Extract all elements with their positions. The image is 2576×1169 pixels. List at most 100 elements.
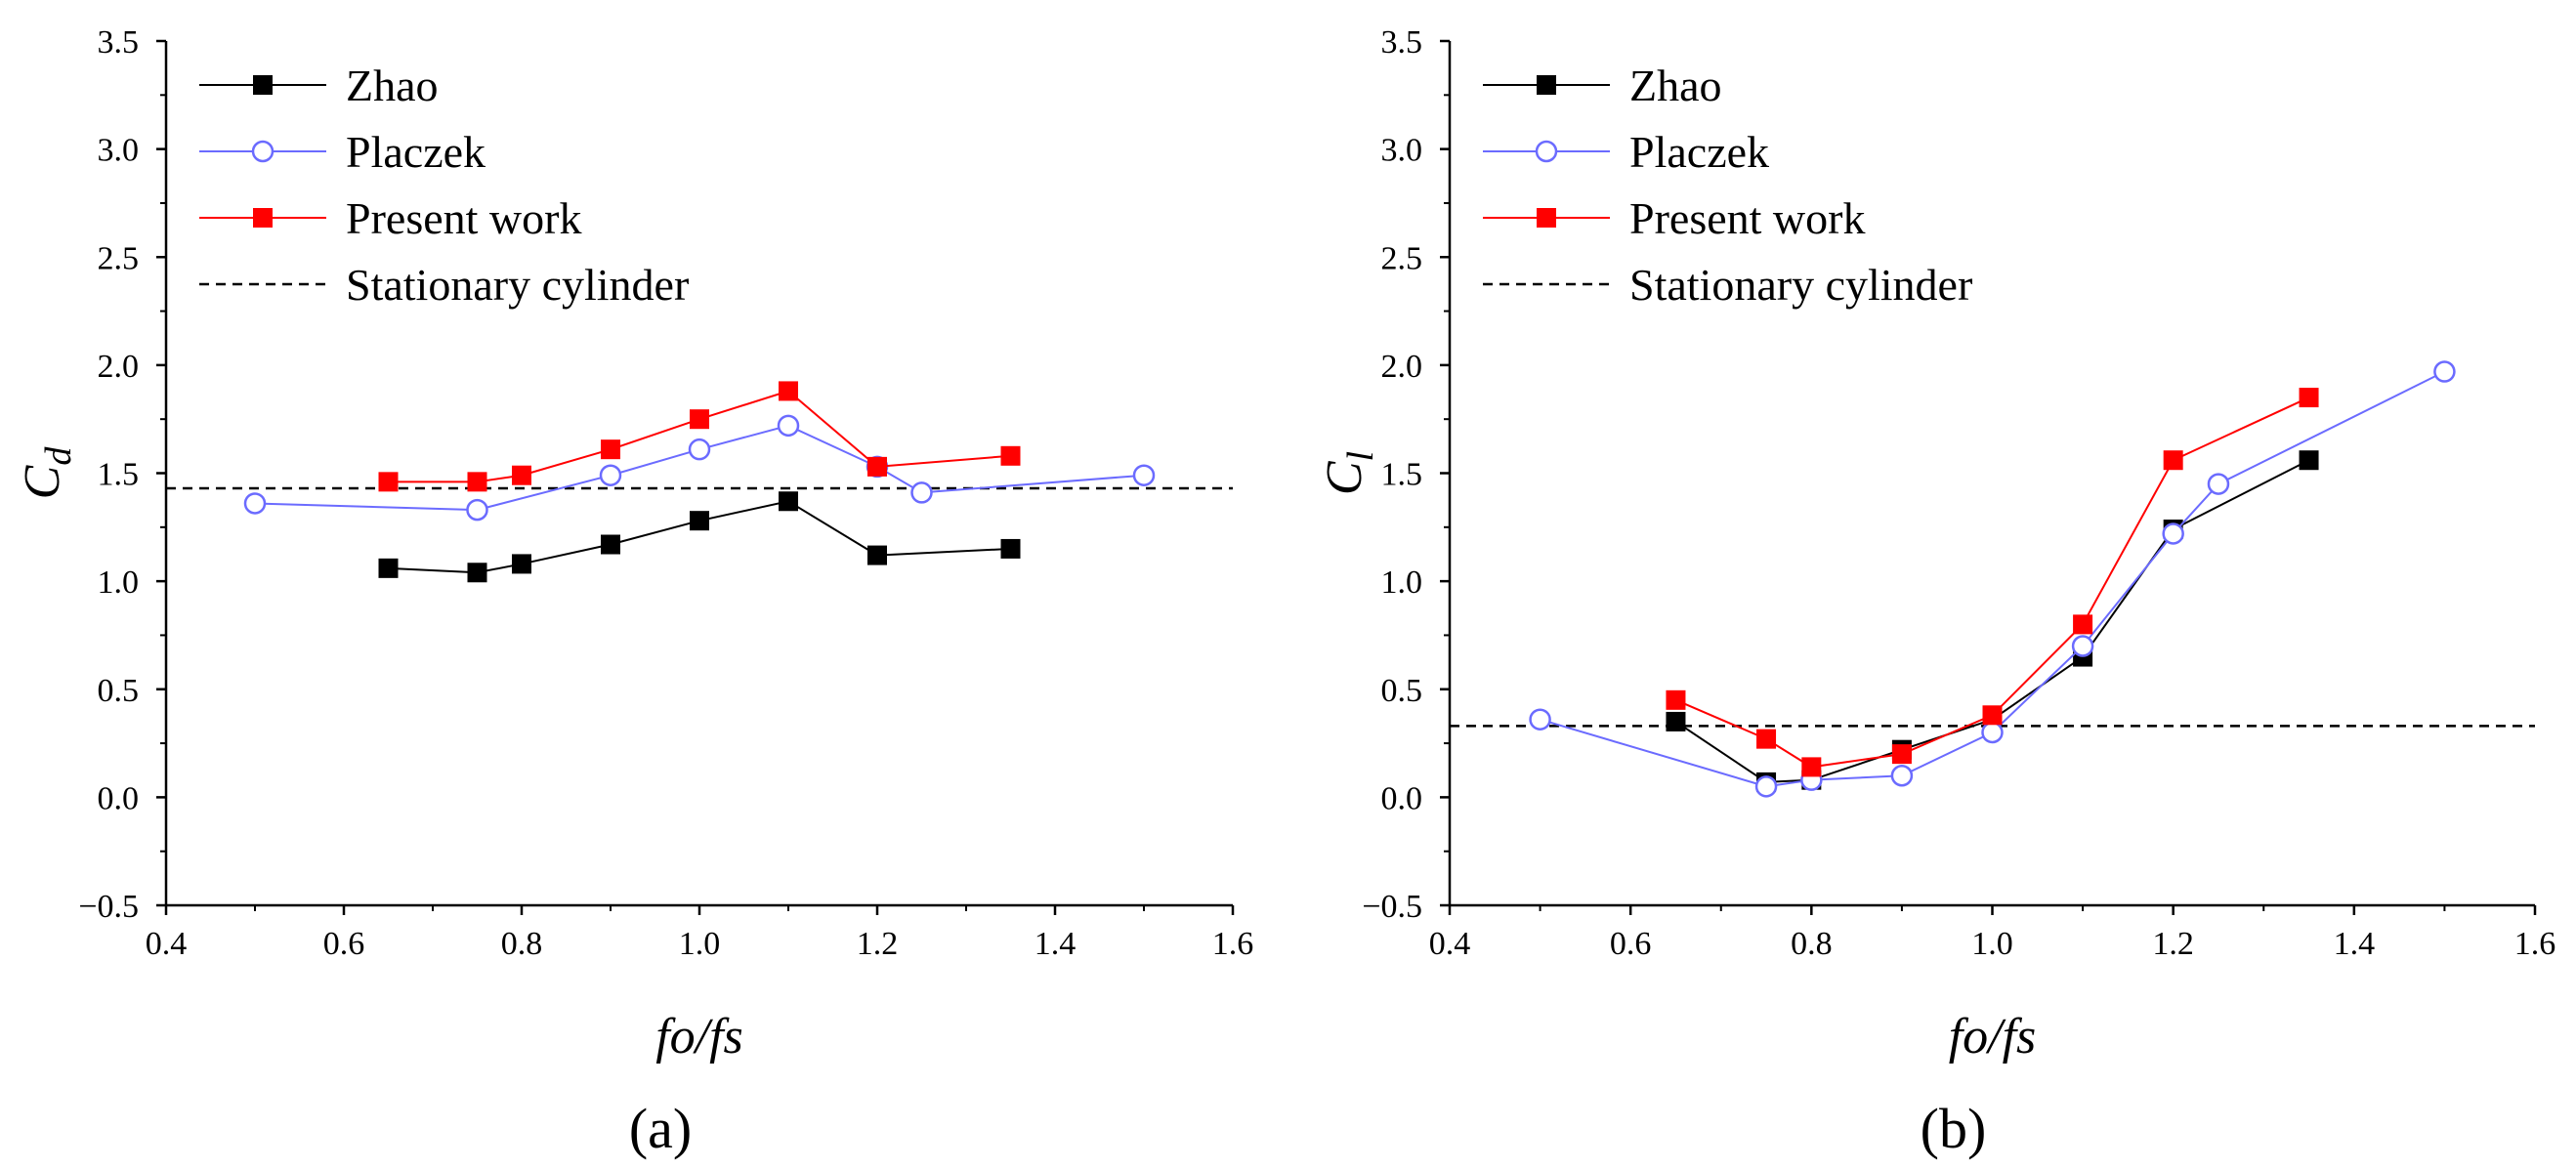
panel-label: (b) — [1921, 1097, 1987, 1160]
legend-label: Stationary cylinder — [346, 260, 689, 310]
y-tick-label: 0.0 — [98, 780, 140, 816]
y-tick-label: 2.5 — [1381, 240, 1423, 276]
x-tick-label: 1.2 — [857, 926, 899, 962]
y-tick-label: 2.0 — [1381, 349, 1423, 385]
y-tick-label: 1.0 — [1381, 564, 1423, 601]
data-point-present-work — [1891, 744, 1912, 765]
data-point-zhao — [1666, 711, 1686, 731]
panel-a: 0.4 0.6 0.8 1.0 1.2 1.4 1.6 −0.5 0.0 0.5 1.0 1.5 2.0… — [15, 24, 1253, 1160]
y-axis-title: Cd — [15, 446, 79, 500]
data-point-placzek — [243, 492, 267, 515]
data-point-placzek — [1981, 721, 2004, 744]
y-tick-label: −0.5 — [78, 889, 139, 925]
x-tick-label: 1.0 — [1971, 926, 2013, 962]
y-axis-title-subscript: l — [1340, 451, 1381, 462]
legend-marker — [1535, 140, 1558, 163]
data-point-placzek — [1890, 765, 1914, 787]
y-tick-label: 2.0 — [98, 349, 140, 385]
y-tick-label: 1.0 — [98, 564, 140, 601]
data-point-present-work — [1801, 757, 1822, 777]
data-point-placzek — [2162, 522, 2184, 545]
y-tick-label: 3.5 — [98, 24, 140, 61]
legend-label: Placzek — [346, 127, 486, 177]
x-tick-label: 1.4 — [1035, 926, 1077, 962]
x-tick-label: 1.6 — [2514, 926, 2556, 962]
data-point-zhao — [467, 563, 487, 583]
data-point-zhao — [779, 491, 798, 512]
data-point-zhao — [690, 511, 709, 531]
data-point-zhao — [1000, 538, 1021, 559]
legend-label: Zhao — [1629, 61, 1722, 110]
y-axis-title-subscript: d — [38, 446, 79, 466]
data-point-present-work — [1756, 729, 1777, 749]
x-tick-label: 1.6 — [1212, 926, 1254, 962]
x-tick-label: 0.6 — [1610, 926, 1652, 962]
x-tick-label: 1.4 — [2334, 926, 2376, 962]
x-tick-label: 1.0 — [679, 926, 721, 962]
data-point-present-work — [512, 465, 531, 485]
legend-label: Stationary cylinder — [1629, 260, 1972, 310]
data-point-present-work — [690, 409, 709, 430]
data-point-placzek — [2071, 635, 2094, 657]
data-point-placzek — [1754, 775, 1778, 798]
data-point-present-work — [2163, 450, 2183, 471]
data-point-present-work — [467, 472, 487, 492]
data-point-placzek — [466, 498, 488, 522]
legend-marker — [1537, 75, 1556, 95]
panel-label: (a) — [629, 1097, 692, 1160]
x-tick-label: 0.4 — [1429, 926, 1471, 962]
legend-marker — [251, 140, 274, 163]
series-line-placzek — [254, 424, 1145, 512]
data-point-zhao — [378, 558, 399, 578]
y-axis-title-main: C — [1317, 460, 1372, 495]
legend-label: Present work — [346, 193, 581, 243]
data-point-present-work — [1982, 705, 2003, 726]
x-tick-label: 1.2 — [2152, 926, 2194, 962]
data-point-placzek — [2207, 473, 2230, 495]
x-tick-label: 0.8 — [1791, 926, 1833, 962]
legend-marker — [1537, 208, 1556, 228]
y-tick-label: 1.5 — [98, 457, 140, 493]
panel-b: 0.4 0.6 0.8 1.0 1.2 1.4 1.6 −0.5 0.0 0.5 1.0 1.5 2.0… — [1317, 24, 2555, 1160]
data-point-present-work — [779, 381, 798, 401]
legend-label: Zhao — [346, 61, 439, 110]
y-tick-label: 3.5 — [1381, 24, 1423, 61]
y-tick-label: 0.5 — [98, 673, 140, 709]
x-axis-title: fo/fs — [1949, 1009, 2037, 1065]
x-axis-title: fo/fs — [655, 1009, 743, 1065]
data-point-zhao — [512, 554, 531, 574]
data-point-placzek — [910, 481, 933, 504]
y-tick-label: 3.0 — [1381, 133, 1423, 169]
data-point-present-work — [867, 456, 887, 477]
data-point-placzek — [777, 414, 800, 438]
data-point-present-work — [1666, 689, 1686, 710]
y-axis-title: Cl — [1317, 451, 1381, 495]
legend-label: Placzek — [1629, 127, 1769, 177]
y-axis-title-main: C — [15, 464, 70, 499]
data-point-present-work — [1000, 445, 1021, 466]
data-point-zhao — [867, 545, 887, 565]
y-tick-label: −0.5 — [1362, 889, 1422, 925]
y-tick-label: 0.0 — [1381, 780, 1423, 816]
data-point-placzek — [1529, 708, 1551, 731]
y-tick-label: 2.5 — [98, 240, 140, 276]
y-tick-label: 3.0 — [98, 133, 140, 169]
data-point-placzek — [599, 464, 622, 486]
data-point-zhao — [2299, 450, 2319, 471]
legend-label: Present work — [1629, 193, 1865, 243]
x-tick-label: 0.6 — [323, 926, 365, 962]
data-point-placzek — [1132, 464, 1156, 486]
data-point-present-work — [2299, 388, 2319, 408]
data-point-present-work — [601, 439, 620, 460]
data-point-placzek — [688, 438, 711, 461]
data-point-present-work — [378, 472, 399, 492]
y-tick-label: 1.5 — [1381, 457, 1423, 493]
data-point-zhao — [601, 534, 620, 555]
legend-marker — [253, 208, 273, 228]
series-line-present-work — [388, 390, 1011, 483]
data-point-placzek — [2433, 360, 2456, 383]
legend-marker — [253, 75, 273, 95]
y-tick-label: 0.5 — [1381, 673, 1423, 709]
x-tick-label: 0.8 — [501, 926, 543, 962]
